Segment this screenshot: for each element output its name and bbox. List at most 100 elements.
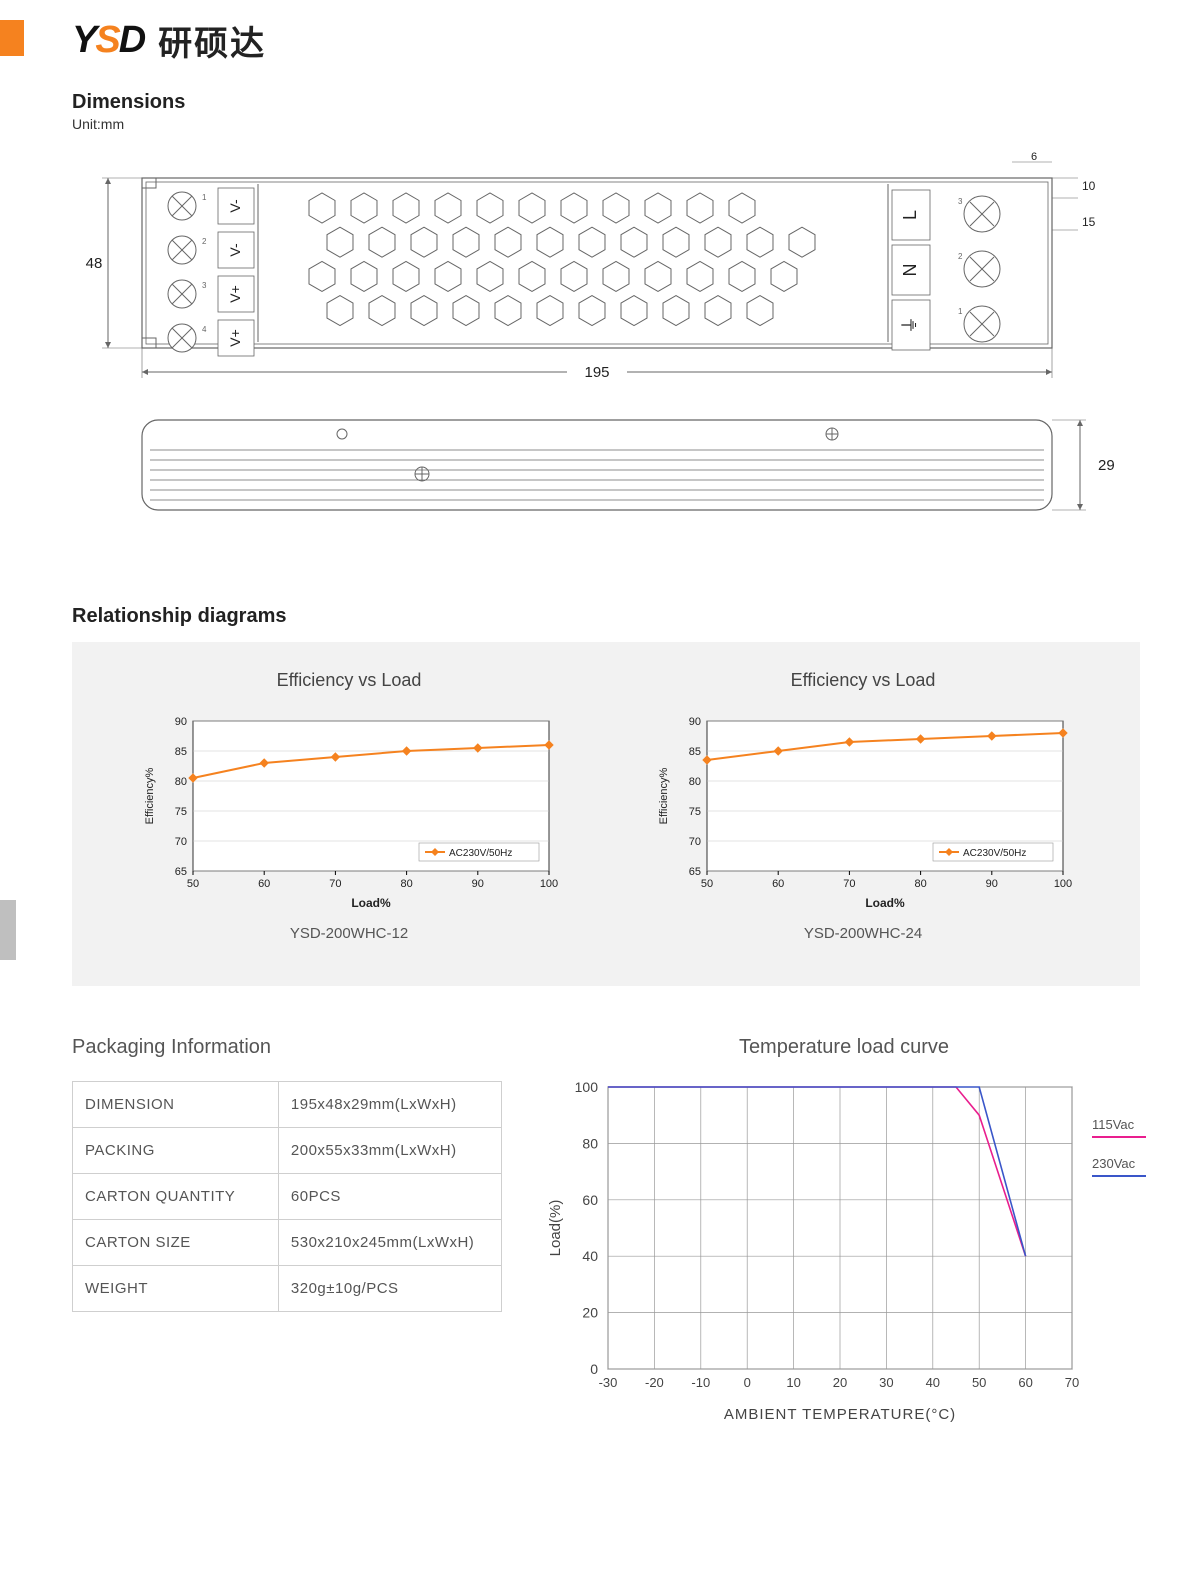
table-row: WEIGHT320g±10g/PCS (73, 1266, 502, 1312)
svg-text:85: 85 (175, 746, 187, 758)
svg-text:40: 40 (926, 1375, 940, 1390)
packaging-title: Packaging Information (72, 1036, 502, 1059)
pkg-label: CARTON SIZE (73, 1220, 279, 1266)
svg-text:V-: V- (227, 243, 243, 257)
svg-text:50: 50 (972, 1375, 986, 1390)
svg-text:70: 70 (175, 836, 187, 848)
table-row: PACKING200x55x33mm(LxWxH) (73, 1128, 502, 1174)
svg-text:29: 29 (1098, 457, 1115, 474)
relationship-title: Relationship diagrams (72, 605, 1140, 628)
dimensions-title: Dimensions (72, 91, 1140, 114)
dimensions-drawing: 1V-2V-3V+4V+LN⏚321481956101529 (72, 150, 1140, 575)
pkg-value: 530x210x245mm(LxWxH) (278, 1220, 501, 1266)
svg-text:90: 90 (689, 716, 701, 728)
svg-text:3: 3 (958, 197, 963, 206)
svg-text:60: 60 (772, 878, 784, 890)
svg-text:50: 50 (701, 878, 713, 890)
svg-text:N: N (900, 264, 920, 277)
svg-text:-20: -20 (645, 1375, 664, 1390)
pkg-value: 200x55x33mm(LxWxH) (278, 1128, 501, 1174)
svg-text:90: 90 (472, 878, 484, 890)
svg-text:85: 85 (689, 746, 701, 758)
chart1-title: Efficiency vs Load (277, 670, 422, 691)
brand-cn-text: 研硕达 (158, 16, 266, 65)
svg-text:90: 90 (175, 716, 187, 728)
svg-text:3: 3 (202, 281, 207, 290)
svg-text:Efficiency%: Efficiency% (658, 767, 670, 824)
svg-text:60: 60 (1018, 1375, 1032, 1390)
svg-text:65: 65 (689, 866, 701, 878)
svg-text:195: 195 (584, 364, 609, 381)
dimensions-unit: Unit:mm (72, 116, 1140, 132)
svg-text:75: 75 (689, 806, 701, 818)
svg-text:10: 10 (786, 1375, 800, 1390)
svg-text:AMBIENT TEMPERATURE(°C): AMBIENT TEMPERATURE(°C) (724, 1406, 956, 1423)
svg-text:80: 80 (582, 1135, 598, 1151)
svg-text:75: 75 (175, 806, 187, 818)
pkg-label: DIMENSION (73, 1082, 279, 1128)
chart1-caption: YSD-200WHC-12 (290, 925, 408, 942)
pkg-value: 320g±10g/PCS (278, 1266, 501, 1312)
svg-text:70: 70 (329, 878, 341, 890)
legend-item: 115Vac (1092, 1117, 1146, 1138)
packaging-table: DIMENSION195x48x29mm(LxWxH)PACKING200x55… (72, 1081, 502, 1312)
efficiency-chart-2: 65 70 75 80 85 90 50 60 70 80 90 100 Load% Efficiency… (653, 711, 1073, 911)
svg-text:15: 15 (1082, 215, 1096, 229)
pkg-value: 60PCS (278, 1174, 501, 1220)
svg-text:100: 100 (1054, 878, 1072, 890)
svg-text:40: 40 (582, 1248, 598, 1264)
svg-text:6: 6 (1031, 151, 1037, 163)
brand-header: YSD 研硕达 (72, 0, 1140, 65)
svg-text:80: 80 (400, 878, 412, 890)
efficiency-chart-1: 6570758085905060708090100Load%Efficiency… (139, 711, 559, 911)
svg-text:Load(%): Load(%) (547, 1200, 564, 1257)
svg-text:20: 20 (833, 1375, 847, 1390)
svg-text:60: 60 (258, 878, 270, 890)
svg-text:0: 0 (744, 1375, 751, 1390)
svg-text:80: 80 (175, 776, 187, 788)
svg-text:V+: V+ (227, 329, 243, 347)
pkg-label: PACKING (73, 1128, 279, 1174)
svg-text:1: 1 (202, 193, 207, 202)
svg-text:Load%: Load% (865, 896, 905, 910)
svg-text:60: 60 (582, 1192, 598, 1208)
svg-text:50: 50 (187, 878, 199, 890)
svg-text:-10: -10 (691, 1375, 710, 1390)
svg-text:4: 4 (202, 325, 207, 334)
svg-text:70: 70 (689, 836, 701, 848)
temperature-load-chart: -30 -20 -10 0 10 20 30 40 50 60 70 0 20 40 60 80 100 AMBI… (542, 1077, 1082, 1427)
svg-text:48: 48 (86, 255, 103, 272)
svg-text:AC230V/50Hz: AC230V/50Hz (963, 848, 1026, 859)
svg-text:20: 20 (582, 1305, 598, 1321)
svg-text:70: 70 (1065, 1375, 1079, 1390)
table-row: CARTON SIZE530x210x245mm(LxWxH) (73, 1220, 502, 1266)
chart2-title: Efficiency vs Load (791, 670, 936, 691)
svg-text:100: 100 (540, 878, 558, 890)
svg-text:L: L (900, 210, 920, 220)
relationship-panel: Efficiency vs Load 65 70 75 80 85 90 50 60 70 80 9… (72, 642, 1140, 986)
brand-logo: YSD (72, 19, 144, 62)
svg-text:AC230V/50Hz: AC230V/50Hz (449, 848, 512, 859)
svg-text:Load%: Load% (351, 896, 391, 910)
table-row: CARTON QUANTITY60PCS (73, 1174, 502, 1220)
temperature-title: Temperature load curve (542, 1036, 1146, 1059)
svg-text:70: 70 (843, 878, 855, 890)
svg-text:0: 0 (590, 1361, 598, 1377)
svg-text:80: 80 (689, 776, 701, 788)
svg-text:2: 2 (202, 237, 207, 246)
table-row: DIMENSION195x48x29mm(LxWxH) (73, 1082, 502, 1128)
svg-text:90: 90 (986, 878, 998, 890)
svg-text:10: 10 (1082, 179, 1096, 193)
svg-text:80: 80 (914, 878, 926, 890)
pkg-label: CARTON QUANTITY (73, 1174, 279, 1220)
svg-text:1: 1 (958, 307, 963, 316)
svg-text:30: 30 (879, 1375, 893, 1390)
svg-text:100: 100 (575, 1079, 599, 1095)
svg-text:Efficiency%: Efficiency% (144, 767, 156, 824)
svg-text:⏚: ⏚ (900, 316, 920, 334)
svg-text:-30: -30 (599, 1375, 618, 1390)
temperature-legend: 115Vac230Vac (1092, 1077, 1146, 1195)
svg-text:V+: V+ (227, 285, 243, 303)
svg-text:2: 2 (958, 252, 963, 261)
pkg-label: WEIGHT (73, 1266, 279, 1312)
